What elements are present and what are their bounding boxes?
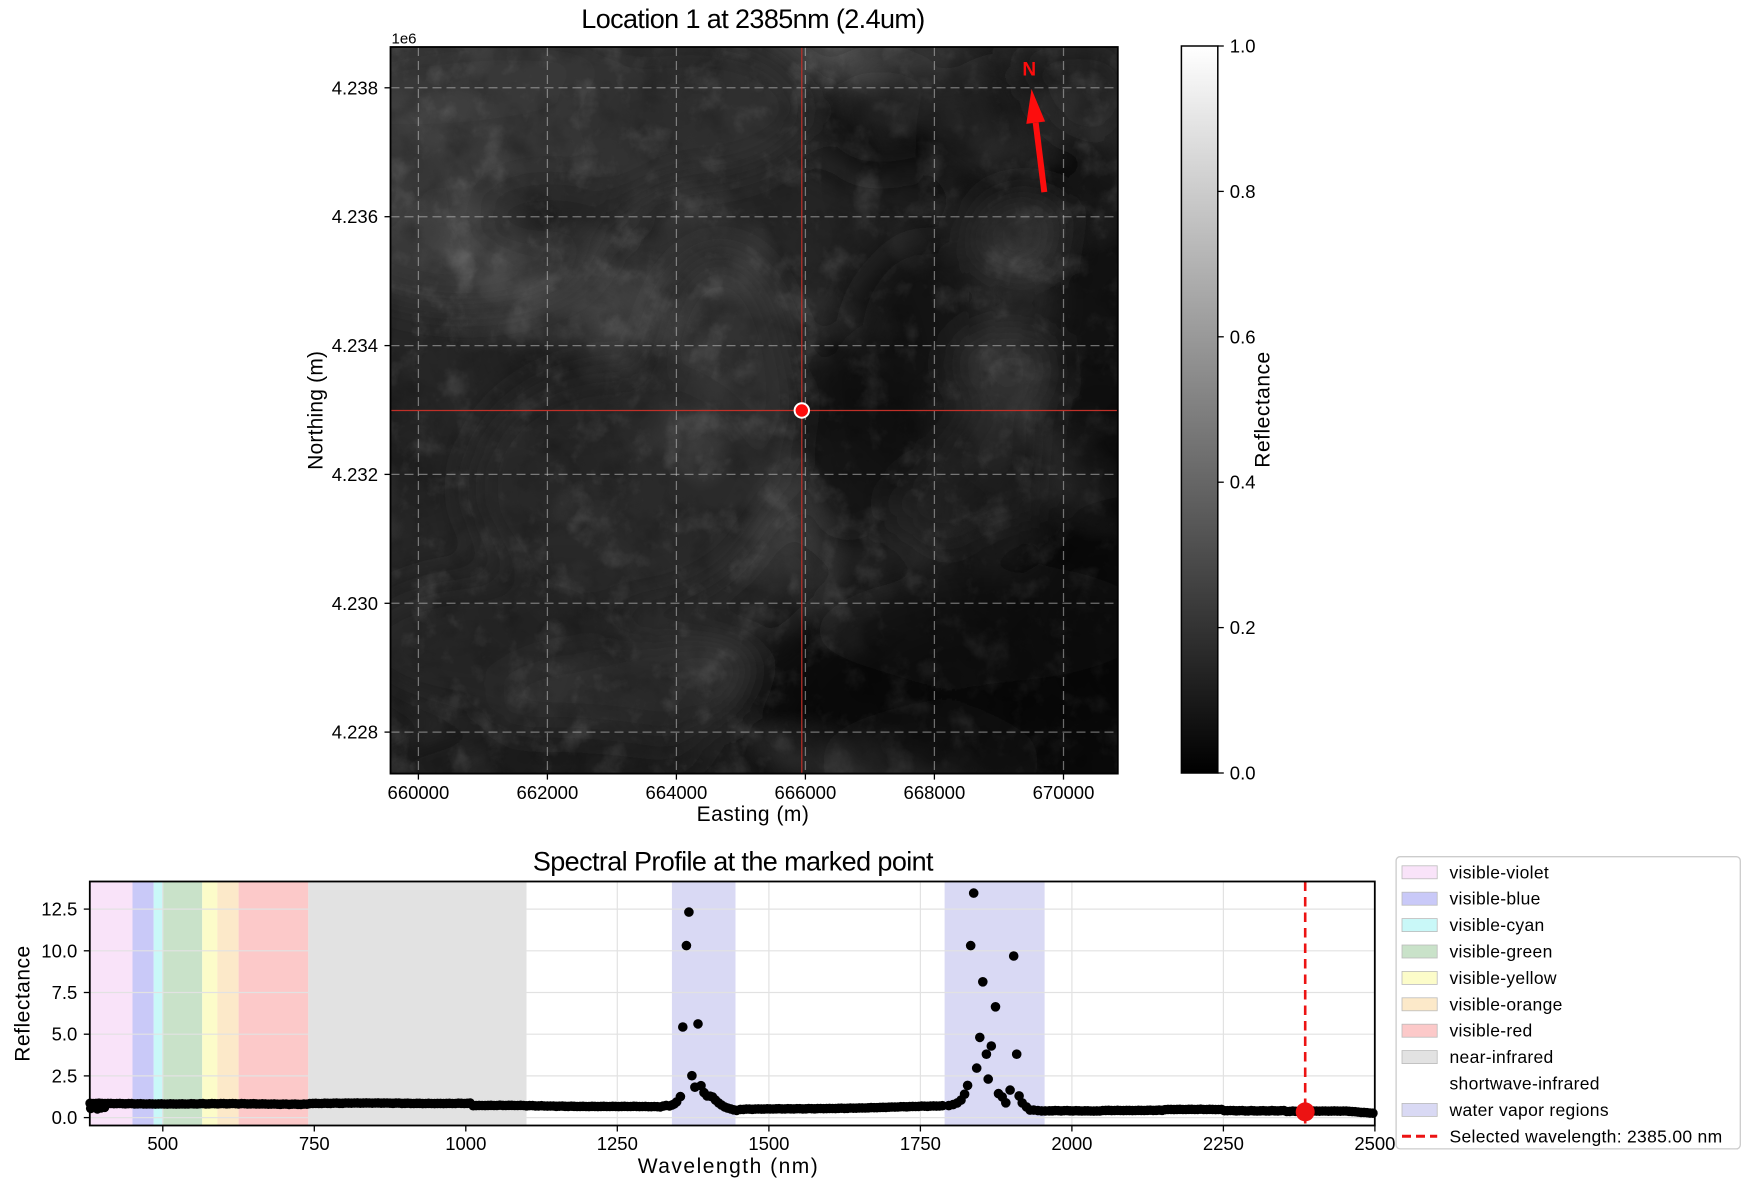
svg-text:Easting (m): Easting (m) xyxy=(697,803,810,826)
svg-text:1.0: 1.0 xyxy=(1230,36,1256,57)
svg-text:visible-red: visible-red xyxy=(1450,1021,1533,1041)
svg-text:4.232: 4.232 xyxy=(332,464,378,485)
svg-text:5.0: 5.0 xyxy=(52,1024,78,1045)
svg-text:0.2: 0.2 xyxy=(1230,617,1256,638)
svg-text:0.0: 0.0 xyxy=(1230,763,1256,784)
svg-text:visible-violet: visible-violet xyxy=(1450,862,1550,882)
svg-text:0.4: 0.4 xyxy=(1230,472,1256,493)
svg-text:1000: 1000 xyxy=(445,1133,486,1154)
svg-text:4.228: 4.228 xyxy=(332,722,378,743)
svg-text:near-infrared: near-infrared xyxy=(1450,1047,1554,1067)
svg-text:4.238: 4.238 xyxy=(332,77,378,98)
svg-text:N: N xyxy=(1022,59,1036,80)
svg-text:1750: 1750 xyxy=(900,1133,941,1154)
svg-text:660000: 660000 xyxy=(388,782,450,803)
svg-text:Northing (m): Northing (m) xyxy=(305,351,328,470)
svg-text:visible-green: visible-green xyxy=(1450,942,1553,962)
svg-text:Wavelength (nm): Wavelength (nm) xyxy=(638,1155,820,1178)
svg-text:10.0: 10.0 xyxy=(41,940,77,961)
svg-text:2500: 2500 xyxy=(1354,1133,1395,1154)
svg-text:2250: 2250 xyxy=(1203,1133,1244,1154)
svg-text:668000: 668000 xyxy=(904,782,966,803)
svg-text:4.236: 4.236 xyxy=(332,206,378,227)
svg-text:12.5: 12.5 xyxy=(41,899,77,920)
svg-text:water vapor regions: water vapor regions xyxy=(1449,1100,1609,1120)
svg-text:0.6: 0.6 xyxy=(1230,326,1256,347)
svg-text:0.8: 0.8 xyxy=(1230,181,1256,202)
svg-text:Reflectance: Reflectance xyxy=(1252,351,1275,467)
svg-text:Reflectance: Reflectance xyxy=(12,945,35,1061)
svg-text:visible-yellow: visible-yellow xyxy=(1450,968,1557,988)
svg-text:664000: 664000 xyxy=(646,782,708,803)
svg-text:1500: 1500 xyxy=(748,1133,789,1154)
svg-text:500: 500 xyxy=(147,1133,178,1154)
svg-text:2.5: 2.5 xyxy=(52,1065,78,1086)
svg-text:4.234: 4.234 xyxy=(332,335,378,356)
svg-text:shortwave-infrared: shortwave-infrared xyxy=(1450,1074,1600,1094)
svg-text:visible-orange: visible-orange xyxy=(1450,994,1563,1014)
svg-text:666000: 666000 xyxy=(775,782,837,803)
svg-text:2000: 2000 xyxy=(1051,1133,1092,1154)
svg-text:visible-cyan: visible-cyan xyxy=(1450,915,1545,935)
svg-text:4.230: 4.230 xyxy=(332,593,378,614)
svg-text:670000: 670000 xyxy=(1033,782,1095,803)
svg-text:Location 1 at 2385nm (2.4um): Location 1 at 2385nm (2.4um) xyxy=(581,4,924,34)
svg-text:1e6: 1e6 xyxy=(392,31,417,48)
svg-text:visible-blue: visible-blue xyxy=(1450,889,1541,909)
svg-text:662000: 662000 xyxy=(517,782,579,803)
svg-text:Spectral Profile at the marked: Spectral Profile at the marked point xyxy=(533,847,934,877)
svg-text:7.5: 7.5 xyxy=(52,982,78,1003)
svg-text:0.0: 0.0 xyxy=(52,1107,78,1128)
svg-text:750: 750 xyxy=(299,1133,330,1154)
svg-text:Selected wavelength: 2385.00 n: Selected wavelength: 2385.00 nm xyxy=(1450,1126,1723,1146)
svg-text:1250: 1250 xyxy=(597,1133,638,1154)
